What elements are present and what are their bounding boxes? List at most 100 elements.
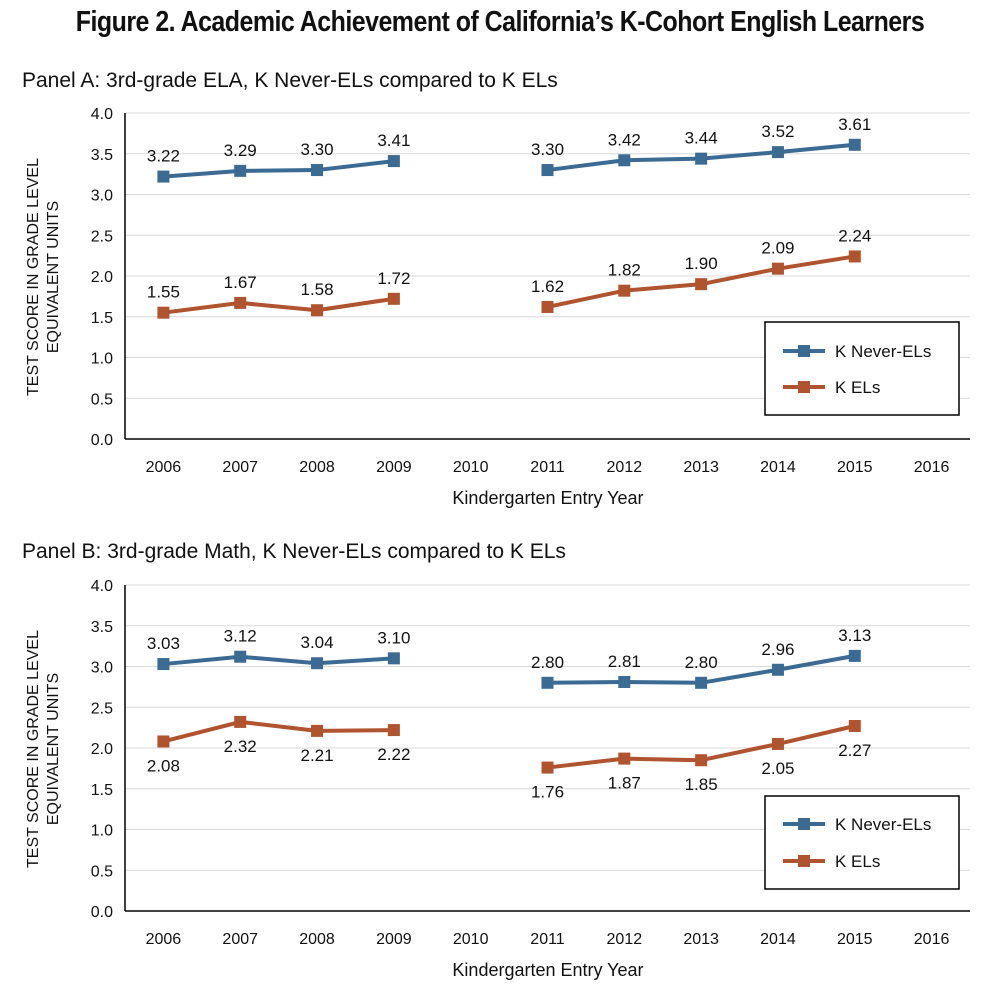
panel-a-never-el-point [311,164,324,177]
panel-b-el-data-label: 2.08 [147,756,180,775]
panel-b-x-tick-label: 2010 [453,931,489,948]
panel-b-y-tick-label: 1.0 [91,823,113,840]
panel-a-el-point [234,296,247,309]
panel-a-never-el-point [157,170,170,183]
panel-a-el-data-label: 1.58 [300,280,333,299]
panel-a-y-tick-label: 1.0 [91,351,113,368]
panel-b-el-point [387,724,400,737]
panel-a-never-el-data-label: 3.22 [147,147,180,166]
panel-a-y-tick-label: 4.0 [91,106,113,123]
panel-b-el-data-label: 1.76 [531,783,564,802]
panel-b-never-el-data-label: 3.03 [147,634,180,653]
panel-a-y-tick-label: 0.5 [91,391,113,408]
panel-a-never-el-point [387,155,400,168]
panel-a-el-data-label: 1.62 [531,277,564,296]
panel-b-never-el-data-label: 3.10 [377,628,410,647]
panel-a-never-el-line [163,159,395,179]
panel-b-y-tick-label: 4.0 [91,578,113,595]
panel-b-never-el-point [695,676,708,689]
panel-b-never-el-data-label: 2.80 [685,653,718,672]
panel-a-never-el-point [695,152,708,165]
panel-a-y-ticks: 0.0 0.5 1.0 1.5 2.0 2.5 3.0 3.5 4.0 [91,106,113,449]
panel-a-x-tick-label: 2010 [453,459,489,476]
panel-a-el-point [541,300,554,313]
panel-a-legend-marker-never-el [798,345,810,357]
panel-a-data-labels: 3.22 3.29 3.30 3.41 3.30 3.42 3.44 3.52 3.61 1.55… [147,115,871,302]
panel-a-ylabel-line2: EQUIVALENT UNITS [45,201,62,353]
panel-b: Panel B: 3rd-grade Math, K Never-ELs com… [22,540,970,980]
panel-a-el-point [695,278,708,291]
panel-b-series [157,649,861,774]
panel-a-never-el-data-label: 3.44 [685,129,718,148]
panel-a-x-tick-label: 2011 [530,459,565,476]
panel-b-y-tick-label: 1.5 [91,782,113,799]
panel-b-legend-label-el: K ELs [835,852,880,871]
panel-b-y-tick-label: 2.5 [91,700,113,717]
panel-b-never-el-data-label: 2.96 [761,640,794,659]
panel-b-never-el-point [618,675,631,688]
panel-b-el-data-label: 2.05 [761,759,794,778]
panel-a-legend-box [764,321,960,416]
panel-a-el-data-label: 1.55 [147,283,180,302]
panel-a-never-el-data-label: 3.41 [377,131,410,150]
panel-b-x-tick-label: 2013 [683,931,719,948]
panel-a-never-el-data-label: 3.42 [608,130,641,149]
panel-b-x-tick-label: 2006 [146,931,182,948]
panel-a-el-data-label: 2.09 [761,239,794,258]
panel-b-gridlines [124,584,970,912]
panel-b-el-point [311,724,324,737]
panel-b-el-data-label: 1.85 [685,775,718,794]
panel-b-el-data-label: 2.22 [377,745,410,764]
panel-b-el-data-label: 1.87 [608,774,641,793]
panel-b-legend-marker-never-el [798,818,810,830]
panel-a-x-tick-label: 2007 [222,459,258,476]
panel-b-legend-marker-el [798,855,810,867]
panel-b-x-tick-label: 2015 [837,931,873,948]
panel-a-legend-label-never-el: K Never-ELs [835,342,931,361]
panel-a-y-tick-label: 2.0 [91,269,113,286]
panel-a-never-el-data-label: 3.52 [761,122,794,141]
panel-b-y-ticks: 0.0 0.5 1.0 1.5 2.0 2.5 3.0 3.5 4.0 [91,578,113,921]
panel-b-y-tick-label: 2.0 [91,741,113,758]
panel-a-never-el-data-label: 3.61 [838,115,871,134]
panel-b-el-point [541,761,554,774]
panel-b-legend-box [764,795,960,890]
panel-b-y-tick-label: 0.0 [91,904,113,921]
panel-a-series [157,138,861,319]
panel-a-never-el-data-label: 3.29 [224,141,257,160]
panel-a-el-point [157,306,170,319]
panel-a-never-el-point [541,164,554,177]
panel-b-legend: K Never-ELs K ELs [764,795,960,890]
panel-b-never-el-data-label: 2.81 [608,652,641,671]
panel-b-el-point [157,735,170,748]
panel-a-never-el-data-label: 3.30 [531,140,564,159]
panel-b-never-el-point [311,657,324,670]
panel-a-el-data-label: 1.72 [377,269,410,288]
panel-a-y-tick-label: 3.5 [91,147,113,164]
panel-a-el-data-label: 1.82 [608,261,641,280]
panel-b-x-tick-label: 2007 [222,931,258,948]
panel-a-x-tick-label: 2015 [837,459,873,476]
panel-b-x-tick-label: 2012 [607,931,643,948]
panel-b-xlabel: Kindergarten Entry Year [452,960,643,980]
panel-a-el-data-label: 1.67 [224,273,257,292]
panel-b-ylabel-line1: TEST SCORE IN GRADE LEVEL [25,630,42,868]
panel-a-x-tick-label: 2012 [607,459,643,476]
panel-a-y-tick-label: 0.0 [91,432,113,449]
panel-a-el-data-label: 2.24 [838,226,871,245]
panel-b-x-tick-label: 2014 [760,931,796,948]
panel-b-title: Panel B: 3rd-grade Math, K Never-ELs com… [22,540,566,563]
panel-a-el-point [618,284,631,297]
panel-a-gridlines [124,112,970,440]
panel-b-el-point [771,737,784,750]
panel-b-never-el-data-label: 3.13 [838,626,871,645]
panel-b-never-el-point [848,649,861,662]
panel-b-ylabel-line2: EQUIVALENT UNITS [45,673,62,825]
panel-b-never-el-point [234,650,247,663]
panel-a-x-tick-label: 2014 [760,459,796,476]
panel-b-data-labels: 3.03 3.12 3.04 3.10 2.80 2.81 2.80 2.96 3.13 2.08… [147,626,871,802]
panel-a-y-tick-label: 1.5 [91,310,113,327]
panel-a-legend-marker-el [798,381,810,393]
panel-a-title: Panel A: 3rd-grade ELA, K Never-ELs comp… [22,69,558,92]
